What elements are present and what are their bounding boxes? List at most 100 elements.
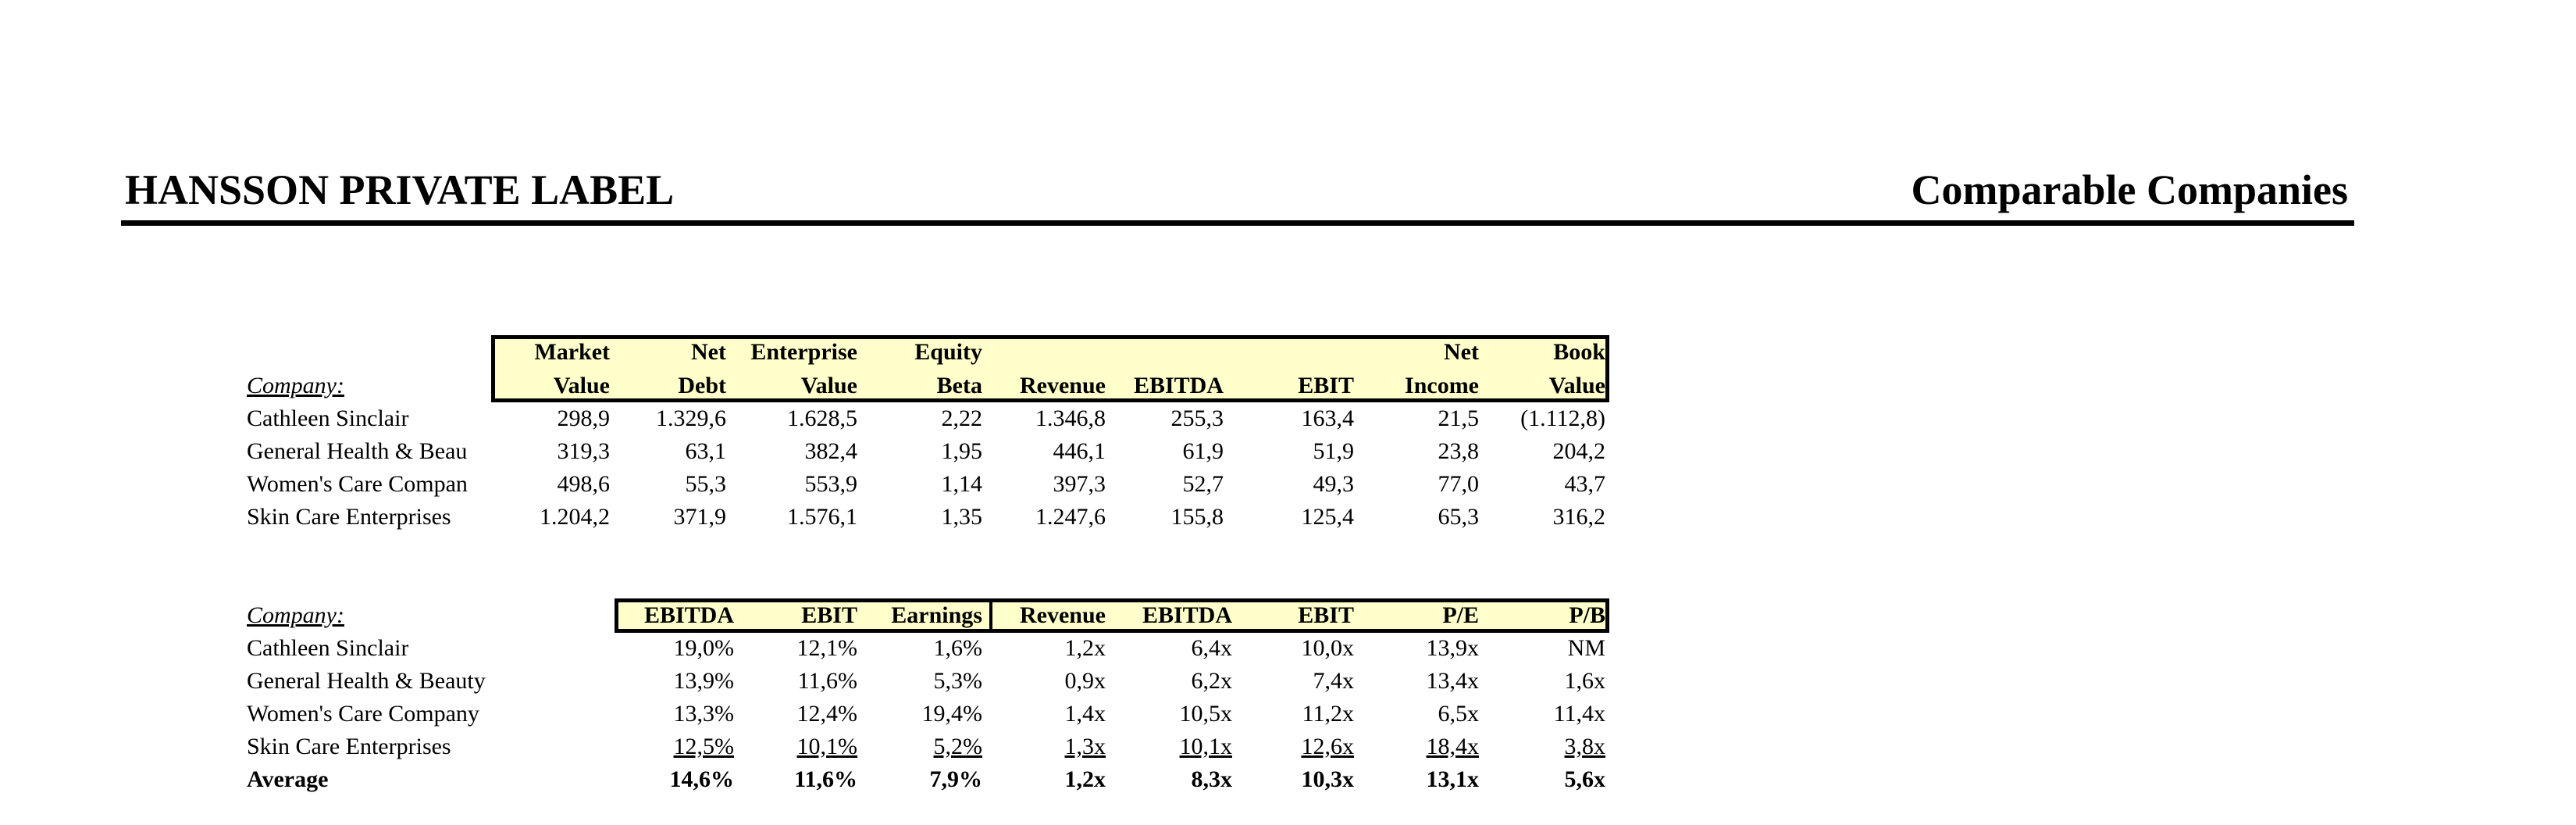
table1-col-header-line2: Beta <box>936 373 982 398</box>
table1-company-name: Cathleen Sinclair <box>247 405 409 431</box>
table1-value-cell: 125,4 <box>1301 504 1355 530</box>
table1-col-header-line1: Net <box>691 339 726 365</box>
table1-col-header-line2: Value <box>1548 373 1605 398</box>
table2-value-cell: 11,4x <box>1553 701 1605 727</box>
table2-value-cell: 11,6% <box>797 668 857 694</box>
table1-value-cell: (1.112,8) <box>1520 405 1605 431</box>
table2-value-cell: 6,2x <box>1191 668 1233 694</box>
table1-value-cell: 1.576,1 <box>787 504 857 530</box>
table2-value-cell: 12,6x <box>1301 734 1355 759</box>
table2-col-header: EBITDA <box>1142 602 1232 628</box>
table2-value-cell: 19,4% <box>921 701 983 727</box>
table1-value-cell: 1,95 <box>941 438 983 464</box>
table2-company-name: Women's Care Company <box>247 701 479 727</box>
header-rule <box>121 220 2354 226</box>
table2-average-label: Average <box>247 766 329 792</box>
table1-value-cell: 1,35 <box>941 504 983 530</box>
table1-value-cell: 2,22 <box>941 405 983 431</box>
table1-value-cell: 319,3 <box>557 438 611 464</box>
table1-value-cell: 155,8 <box>1170 504 1224 530</box>
table2-value-cell: 19,0% <box>673 635 735 661</box>
table2-company-label: Company: <box>247 602 344 628</box>
table2-average-cell: 7,9% <box>929 766 983 792</box>
table1-value-cell: 77,0 <box>1438 471 1480 497</box>
table2-value-cell: 1,3x <box>1064 734 1106 759</box>
table2-value-cell: 13,3% <box>673 701 735 727</box>
table2-value-cell: 6,5x <box>1438 701 1480 727</box>
table2-value-cell: 1,4x <box>1064 701 1106 727</box>
table2-col-header: EBITDA <box>643 602 734 628</box>
table1-value-cell: 397,3 <box>1053 471 1106 497</box>
table1-value-cell: 63,1 <box>685 438 727 464</box>
table1-value-cell: 1,14 <box>941 471 983 497</box>
table1-company-name: Skin Care Enterprises <box>247 504 451 530</box>
table2-value-cell: 10,0x <box>1301 635 1355 661</box>
table2-value-cell: 13,9% <box>673 668 735 694</box>
table2-value-cell: 12,1% <box>796 635 858 661</box>
table1-col-header-line2: Debt <box>678 373 726 398</box>
table1-col-header-line2: Value <box>800 373 857 398</box>
table2-average-cell: 11,6% <box>794 766 857 792</box>
table1-value-cell: 23,8 <box>1438 438 1480 464</box>
table1-value-cell: 298,9 <box>557 405 611 431</box>
table1-value-cell: 446,1 <box>1053 438 1106 464</box>
table2-value-cell: 1,6% <box>933 635 983 661</box>
table1-value-cell: 204,2 <box>1552 438 1606 464</box>
table2-company-name: Skin Care Enterprises <box>247 734 451 759</box>
table2-col-header: P/E <box>1442 602 1479 628</box>
table1-header-box <box>491 335 1609 402</box>
table2-value-cell: 5,3% <box>933 668 983 694</box>
table1-col-header-line1: Equity <box>914 339 982 365</box>
table1-value-cell: 52,7 <box>1182 471 1224 497</box>
table1-value-cell: 1.247,6 <box>1035 504 1106 530</box>
table2-header-divider <box>989 598 992 633</box>
table1-value-cell: 1.329,6 <box>656 405 726 431</box>
table1-value-cell: 65,3 <box>1438 504 1480 530</box>
table2-value-cell: 18,4x <box>1426 734 1480 759</box>
table2-average-cell: 13,1x <box>1426 766 1480 792</box>
table2-value-cell: 10,1x <box>1179 734 1233 759</box>
table1-value-cell: 1.628,5 <box>787 405 857 431</box>
table2-col-header: P/B <box>1569 602 1605 628</box>
table1-col-header-line2: Value <box>553 373 610 398</box>
table2-average-cell: 10,3x <box>1301 766 1355 792</box>
table2-company-name: Cathleen Sinclair <box>247 635 409 661</box>
table2-col-header: EBIT <box>801 602 857 628</box>
table1-value-cell: 498,6 <box>557 471 611 497</box>
table2-value-cell: 3,8x <box>1564 734 1606 759</box>
table1-value-cell: 382,4 <box>804 438 858 464</box>
table2-value-cell: 13,9x <box>1426 635 1480 661</box>
table2-value-cell: NM <box>1567 635 1605 661</box>
table2-header-box <box>615 598 1609 633</box>
table2-value-cell: 0,9x <box>1064 668 1106 694</box>
table1-value-cell: 49,3 <box>1313 471 1355 497</box>
table1-value-cell: 1.346,8 <box>1035 405 1106 431</box>
table2-average-cell: 5,6x <box>1564 766 1606 792</box>
table1-value-cell: 43,7 <box>1564 471 1606 497</box>
table1-col-header-line1: Book <box>1553 339 1605 365</box>
table2-value-cell: 7,4x <box>1313 668 1355 694</box>
table1-col-header-line1: Enterprise <box>750 339 857 365</box>
table1-value-cell: 255,3 <box>1170 405 1224 431</box>
table2-average-cell: 1,2x <box>1064 766 1106 792</box>
table2-value-cell: 13,4x <box>1426 668 1480 694</box>
table1-value-cell: 371,9 <box>673 504 727 530</box>
table1-col-header-line1: Net <box>1444 339 1479 365</box>
table2-value-cell: 12,5% <box>673 734 735 759</box>
table2-col-header: Earnings <box>891 602 982 628</box>
table2-col-header: Revenue <box>1020 602 1106 628</box>
table1-col-header-line2: EBIT <box>1298 373 1354 398</box>
table1-value-cell: 553,9 <box>804 471 858 497</box>
table1-company-label: Company: <box>247 373 344 398</box>
table2-value-cell: 5,2% <box>933 734 983 759</box>
table1-value-cell: 55,3 <box>685 471 727 497</box>
table1-value-cell: 61,9 <box>1182 438 1224 464</box>
table2-value-cell: 11,2x <box>1302 701 1354 727</box>
table1-company-name: Women's Care Compan <box>247 471 468 497</box>
table2-value-cell: 12,4% <box>796 701 858 727</box>
table2-value-cell: 6,4x <box>1191 635 1233 661</box>
table2-value-cell: 1,2x <box>1064 635 1106 661</box>
table1-col-header-line2: EBITDA <box>1133 373 1224 398</box>
table2-value-cell: 1,6x <box>1564 668 1606 694</box>
table1-value-cell: 21,5 <box>1438 405 1480 431</box>
